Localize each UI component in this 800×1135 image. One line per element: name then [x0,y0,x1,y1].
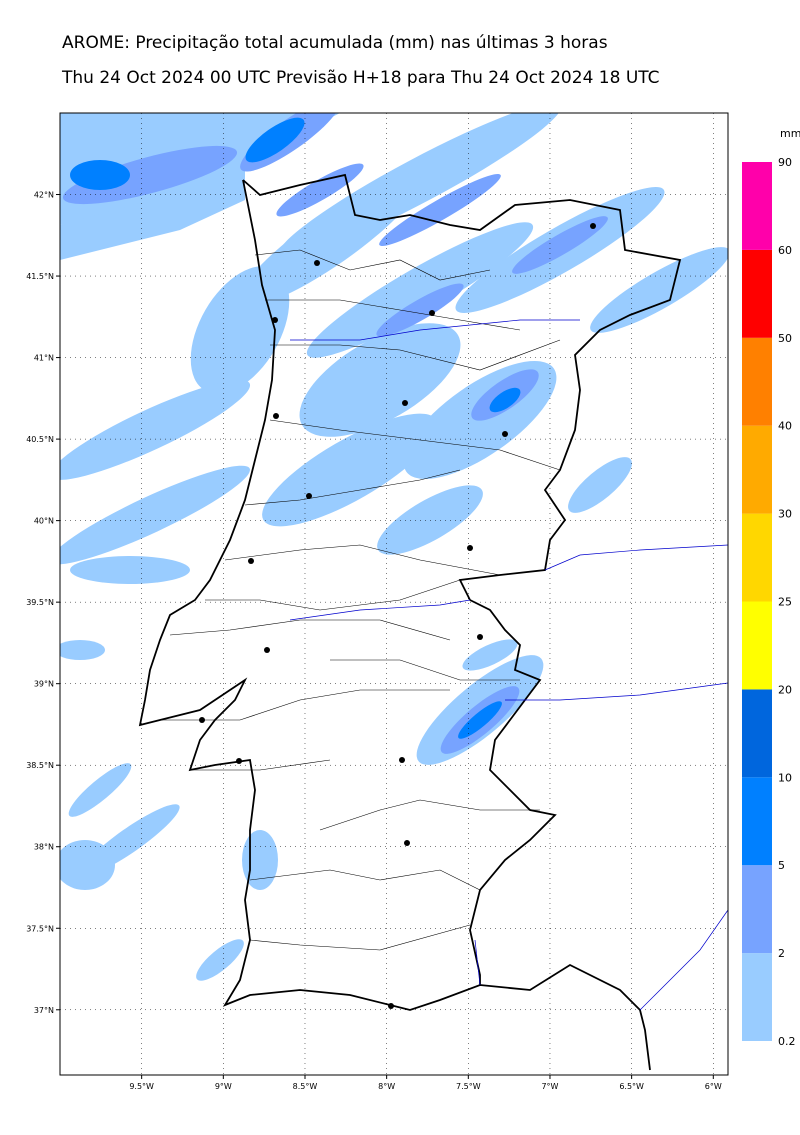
lat-label: 37°N [34,1006,54,1015]
cities [199,223,596,1009]
colorbar-label: 5 [778,859,785,872]
lon-label: 7°W [541,1082,558,1091]
colorbar-box [742,337,772,426]
lat-label: 41.5°N [26,272,54,281]
colorbar-box [742,777,772,866]
lat-label: 42°N [34,191,54,200]
lat-label: 39.5°N [26,598,54,607]
colorbar-box [742,953,772,1041]
colorbar-box [742,249,772,338]
colorbar-box [742,162,772,250]
subtitle: Thu 24 Oct 2024 00 UTC Previsão H+18 par… [61,68,660,88]
rivers [289,319,728,1011]
colorbar-box [742,425,772,514]
border [242,173,682,985]
colorbar-label: 25 [778,596,792,609]
lat-label: 39°N [34,680,54,689]
colorbar-label: 2 [778,947,785,960]
lat-label: 40°N [34,517,54,526]
lat-label: 38°N [34,843,54,852]
lon-label: 8.5°W [293,1082,318,1091]
lon-label: 8°W [378,1082,395,1091]
coastline [138,179,651,1071]
lon-label: 7.5°W [456,1082,481,1091]
lon-label: 9°W [215,1082,232,1091]
colorbar-box [742,689,772,778]
colorbar-label: 90 [778,156,792,169]
map-frame [59,112,729,1076]
colorbar-label: 30 [778,508,792,521]
lat-label: 41°N [34,354,54,363]
colorbar-label: 20 [778,683,792,696]
colorbar-label: 60 [778,244,792,257]
map: 42°N 41.5°N 41°N 40.5°N 40°N 39.5°N 39°N 38.5°N… [26,112,729,1091]
colorbar-label: 0.2 [778,1035,796,1048]
lat-label: 40.5°N [26,435,54,444]
colorbar-label: 50 [778,332,792,345]
colorbar-unit: mm [780,127,800,140]
colorbar-box [742,513,772,602]
lon-label: 9.5°W [129,1082,154,1091]
districts [160,249,561,951]
colorbar-box [742,865,772,954]
colorbar-label: 40 [778,420,792,433]
title: AROME: Precipitação total acumulada (mm)… [62,33,608,53]
lat-label: 38.5°N [26,761,54,770]
lat-label: 37.5°N [26,924,54,933]
colorbar-box [742,601,772,690]
lon-label: 6°W [705,1082,722,1091]
precipitation [60,113,728,1075]
colorbar-label: 10 [778,771,792,784]
lon-label: 6.5°W [619,1082,644,1091]
